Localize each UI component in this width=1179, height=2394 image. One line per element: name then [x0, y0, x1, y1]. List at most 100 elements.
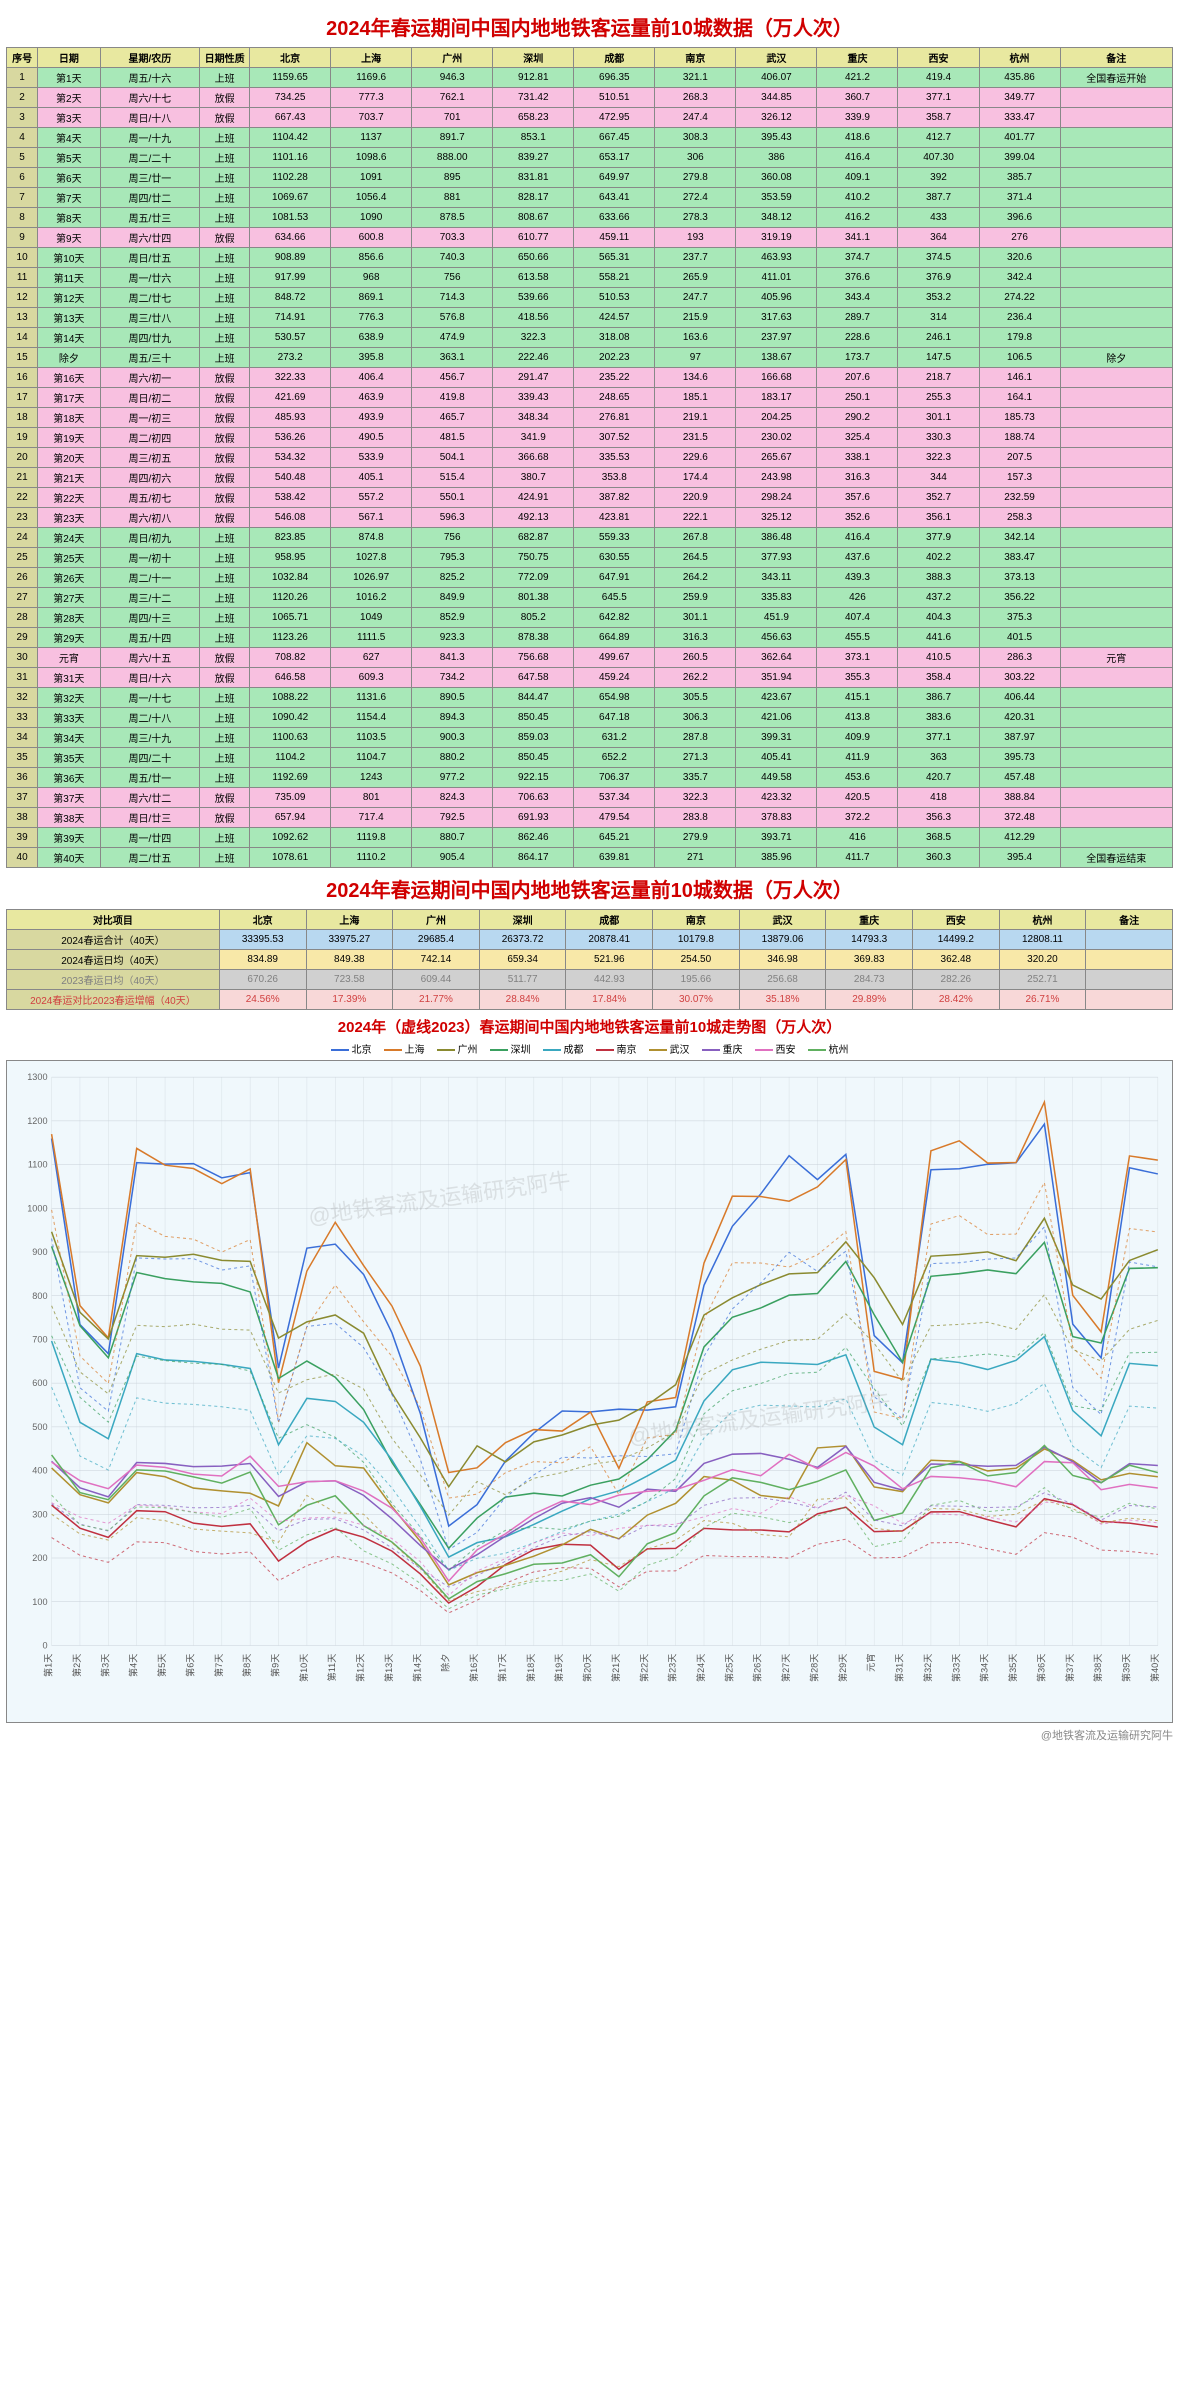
cell	[1060, 728, 1172, 748]
cell: 11	[7, 268, 38, 288]
cell: 周日/初九	[100, 528, 200, 548]
cell: 全国春运开始	[1060, 68, 1172, 88]
cell: 上班	[200, 308, 250, 328]
cell: 220.9	[655, 488, 736, 508]
svg-text:第38天: 第38天	[1092, 1654, 1103, 1682]
cell: 20878.41	[566, 930, 653, 950]
cell: 第36天	[38, 768, 100, 788]
cell: 852.9	[412, 608, 493, 628]
cell: 1104.7	[331, 748, 412, 768]
cell: 232.59	[979, 488, 1060, 508]
cell	[1060, 608, 1172, 628]
cell: 322.3	[655, 788, 736, 808]
cell: 703.3	[412, 228, 493, 248]
cell: 369.83	[826, 950, 913, 970]
cell: 166.68	[736, 368, 817, 388]
cell: 上班	[200, 188, 250, 208]
svg-text:第11天: 第11天	[326, 1654, 337, 1682]
cell: 670.26	[219, 970, 306, 990]
cell: 周三/廿一	[100, 168, 200, 188]
cell: 第13天	[38, 308, 100, 328]
cell: 周六/廿四	[100, 228, 200, 248]
svg-text:第32天: 第32天	[922, 1654, 933, 1682]
table-row: 27第27天周三/十二上班1120.261016.2849.9801.38645…	[7, 588, 1173, 608]
cell	[1060, 128, 1172, 148]
cell: 6	[7, 168, 38, 188]
cell: 周四/十三	[100, 608, 200, 628]
cell: 271	[655, 848, 736, 868]
chart-title: 2024年（虚线2023）春运期间中国内地地铁客运量前10城走势图（万人次）	[6, 1010, 1173, 1039]
cell: 第35天	[38, 748, 100, 768]
cell: 周二/十一	[100, 568, 200, 588]
cell	[1060, 408, 1172, 428]
cell: 360.3	[898, 848, 979, 868]
cell: 388.3	[898, 568, 979, 588]
cell: 1102.28	[250, 168, 331, 188]
cell: 第21天	[38, 468, 100, 488]
table-row: 21第21天周四/初六放假540.48405.1515.4380.7353.81…	[7, 468, 1173, 488]
cell: 1137	[331, 128, 412, 148]
cell: 374.7	[817, 248, 898, 268]
cell: 185.1	[655, 388, 736, 408]
cell: 上班	[200, 68, 250, 88]
cell: 4	[7, 128, 38, 148]
svg-text:700: 700	[32, 1335, 47, 1345]
cell: 2024春运日均（40天）	[7, 950, 220, 970]
cell: 278.3	[655, 208, 736, 228]
cell: 8	[7, 208, 38, 228]
cell: 13879.06	[739, 930, 826, 950]
cell: 386.7	[898, 688, 979, 708]
cell: 653.17	[574, 148, 655, 168]
cell: 1103.5	[331, 728, 412, 748]
cell	[1060, 488, 1172, 508]
cell: 1065.71	[250, 608, 331, 628]
cell: 1243	[331, 768, 412, 788]
cell: 387.82	[574, 488, 655, 508]
cell: 474.9	[412, 328, 493, 348]
cell: 23	[7, 508, 38, 528]
svg-text:第12天: 第12天	[355, 1654, 366, 1682]
table-row: 9第9天周六/廿四放假634.66600.8703.3610.77459.111…	[7, 228, 1173, 248]
cell: 923.3	[412, 628, 493, 648]
cell: 周五/廿一	[100, 768, 200, 788]
cell: 442.93	[566, 970, 653, 990]
cell: 667.45	[574, 128, 655, 148]
svg-text:第9天: 第9天	[270, 1654, 281, 1677]
cell: 650.66	[493, 248, 574, 268]
cell: 335.7	[655, 768, 736, 788]
cell: 383.47	[979, 548, 1060, 568]
cell: 363.1	[412, 348, 493, 368]
cell: 657.94	[250, 808, 331, 828]
cell: 3	[7, 108, 38, 128]
cell: 1100.63	[250, 728, 331, 748]
cell: 274.22	[979, 288, 1060, 308]
cell	[1060, 388, 1172, 408]
cell: 878.38	[493, 628, 574, 648]
cell: 周一/廿六	[100, 268, 200, 288]
cell: 298.24	[736, 488, 817, 508]
cell: 第11天	[38, 268, 100, 288]
cell: 229.6	[655, 448, 736, 468]
cell: 609.3	[331, 668, 412, 688]
cell: 533.9	[331, 448, 412, 468]
cell: 352.7	[898, 488, 979, 508]
cell: 905.4	[412, 848, 493, 868]
cell	[1060, 668, 1172, 688]
cell: 856.6	[331, 248, 412, 268]
cell: 上班	[200, 548, 250, 568]
cell: 322.33	[250, 368, 331, 388]
cell: 358.7	[898, 108, 979, 128]
cell: 373.1	[817, 648, 898, 668]
cell: 35	[7, 748, 38, 768]
table-row: 34第34天周三/十九上班1100.631103.5900.3859.03631…	[7, 728, 1173, 748]
cell: 周六/十五	[100, 648, 200, 668]
legend-item: 上海	[384, 1041, 425, 1056]
cell: 265.9	[655, 268, 736, 288]
cell: 周六/初八	[100, 508, 200, 528]
cell: 1169.6	[331, 68, 412, 88]
cell: 273.2	[250, 348, 331, 368]
cell: 303.22	[979, 668, 1060, 688]
cell: 36	[7, 768, 38, 788]
cell: 880.2	[412, 748, 493, 768]
cell: 776.3	[331, 308, 412, 328]
